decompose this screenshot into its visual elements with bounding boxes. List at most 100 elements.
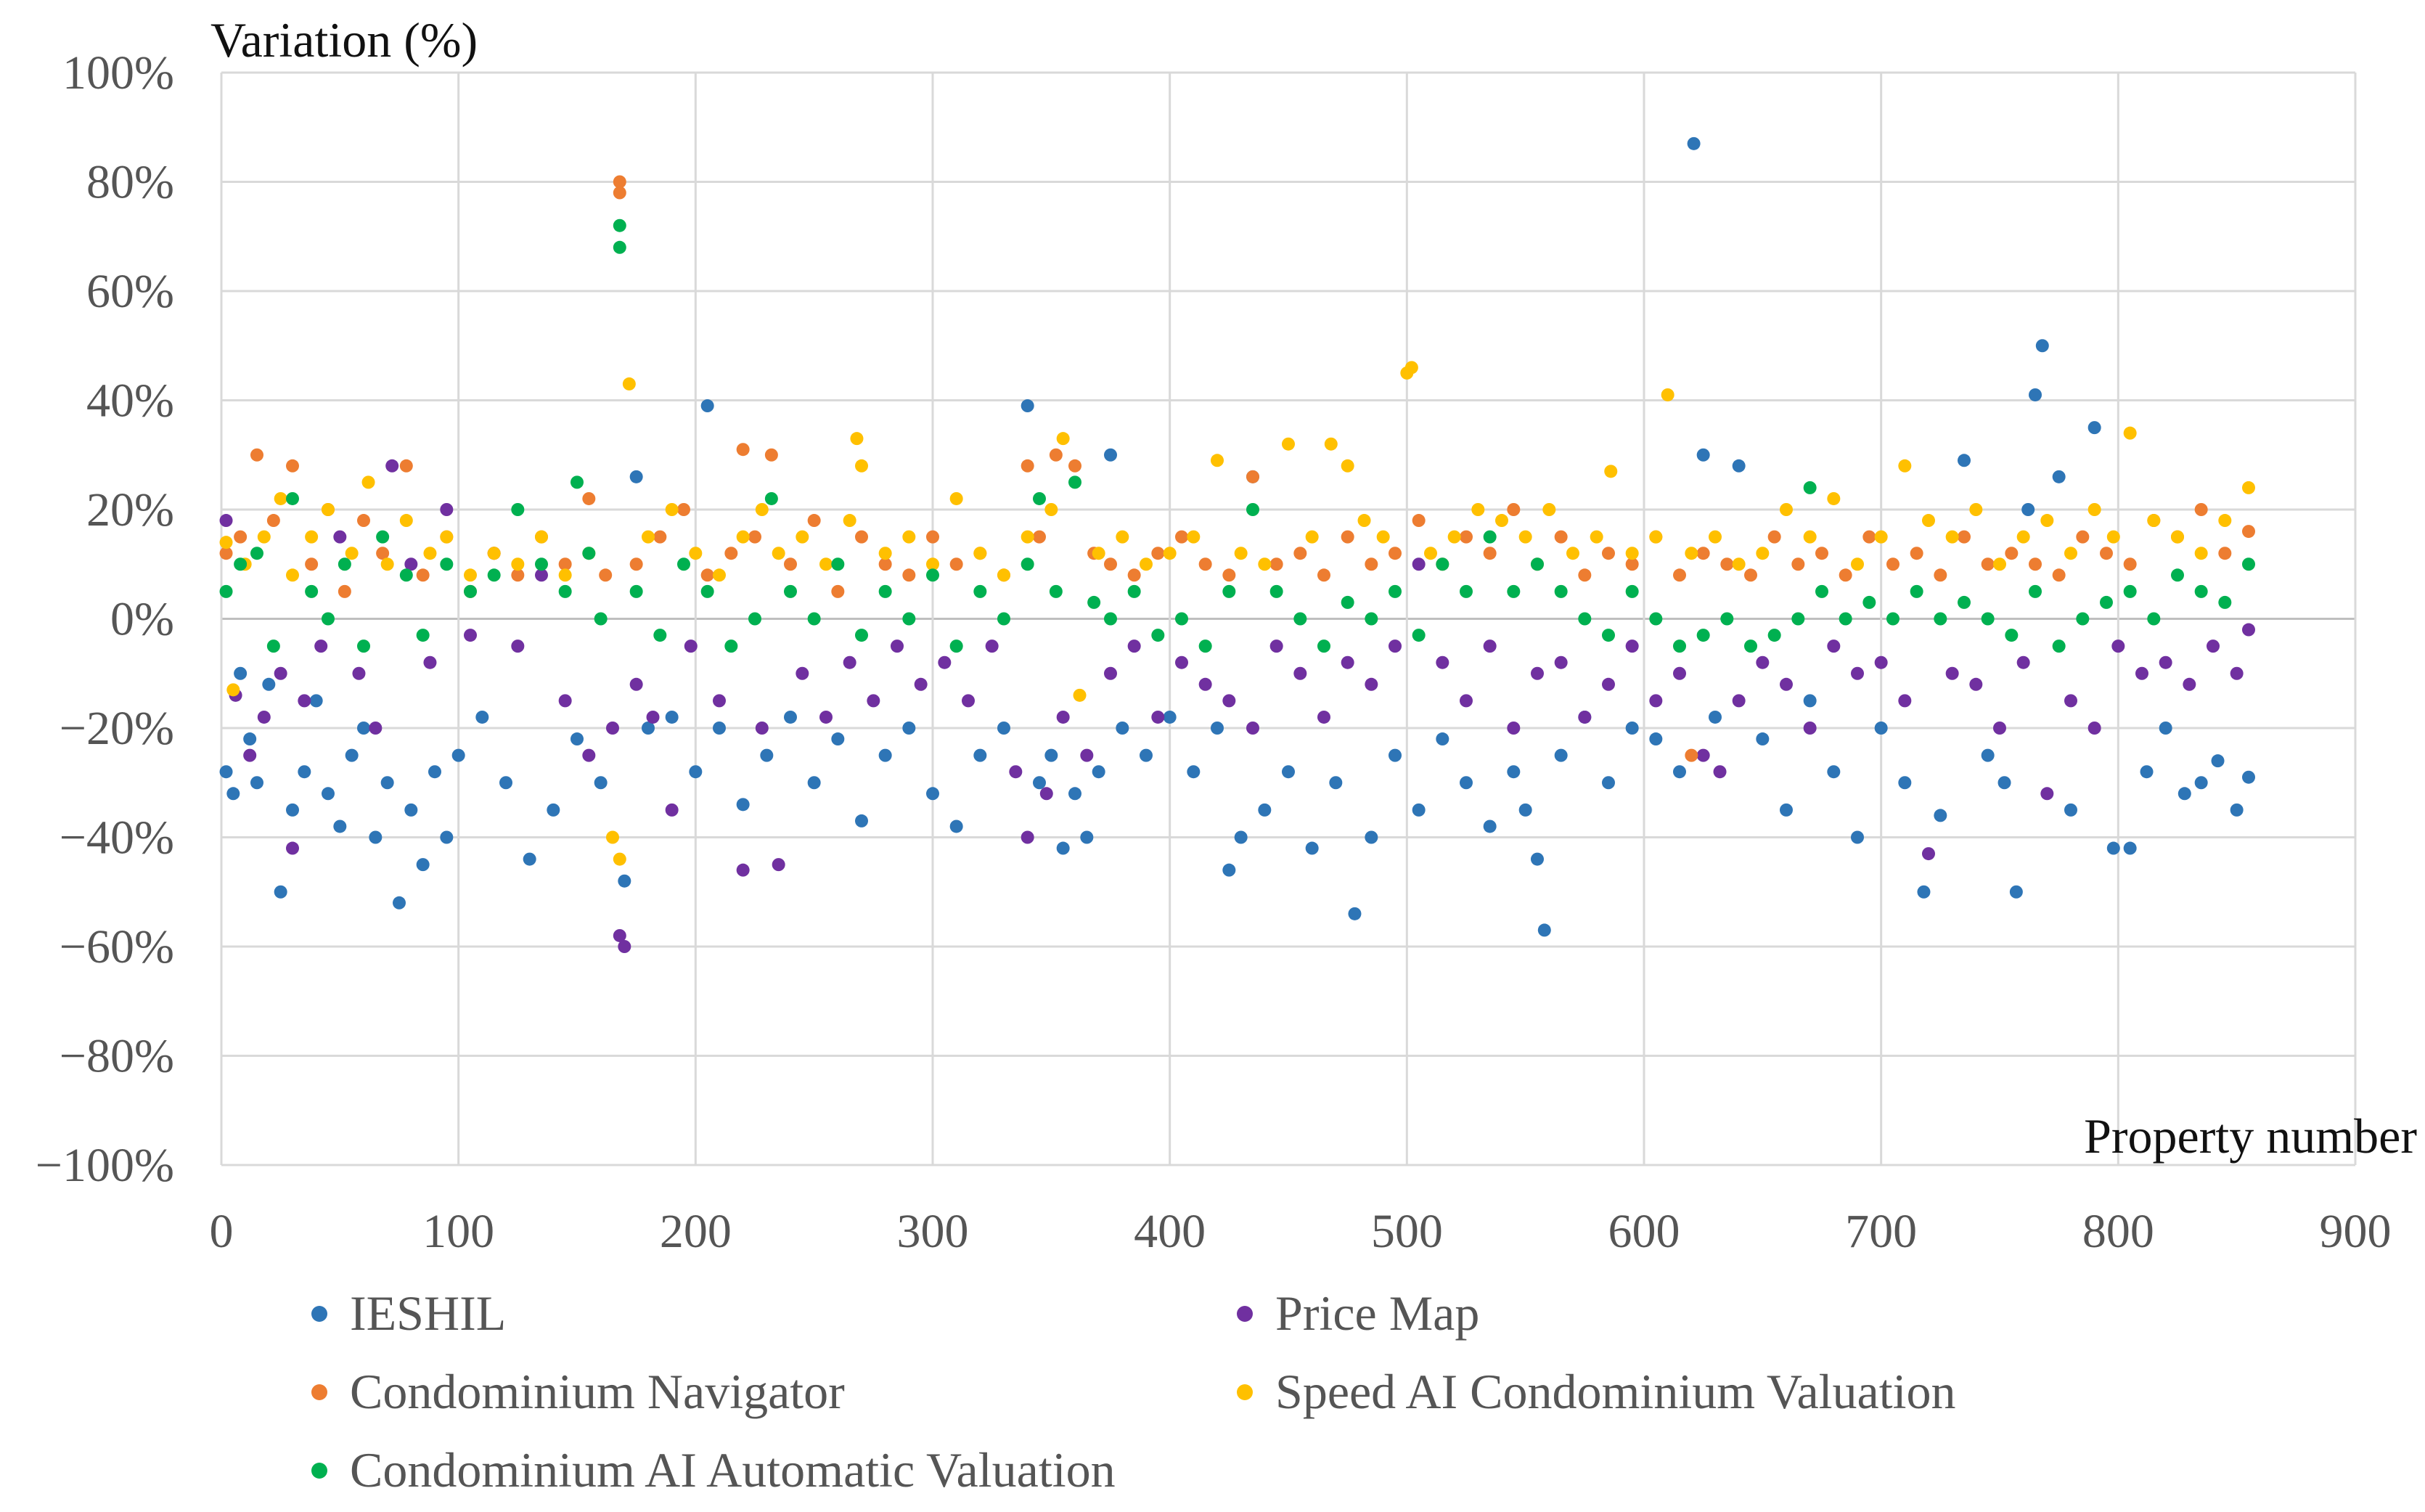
data-point	[1104, 666, 1117, 680]
data-point	[855, 814, 868, 827]
data-point	[878, 748, 892, 762]
data-point	[618, 940, 631, 953]
data-point	[309, 694, 323, 708]
data-point	[1293, 666, 1307, 680]
x-tick-label: 400	[1134, 1205, 1206, 1258]
data-point	[558, 568, 572, 582]
data-point	[1163, 547, 1177, 560]
data-point	[599, 568, 613, 582]
data-point	[376, 547, 390, 560]
data-point	[1460, 584, 1473, 598]
legend-label: IESHIL	[350, 1286, 506, 1341]
data-point	[1049, 448, 1063, 462]
data-point	[1578, 612, 1592, 626]
data-point	[1021, 399, 1034, 413]
data-point	[352, 666, 366, 680]
data-point	[243, 732, 257, 746]
data-point	[1696, 547, 1710, 560]
data-point	[689, 765, 703, 779]
data-point	[1744, 639, 1757, 653]
data-point	[713, 722, 726, 735]
y-tick-label: 100%	[62, 46, 174, 99]
data-point	[1447, 530, 1461, 544]
data-point	[1056, 432, 1070, 446]
data-point	[423, 655, 437, 669]
data-point	[1696, 448, 1710, 462]
data-point	[1604, 465, 1618, 478]
data-point	[796, 666, 809, 680]
data-point	[1317, 568, 1330, 582]
data-point	[1021, 459, 1034, 473]
x-tick-label: 500	[1371, 1205, 1443, 1258]
data-point	[440, 830, 454, 844]
data-point	[1791, 612, 1805, 626]
data-point	[1537, 923, 1551, 937]
data-point	[1305, 841, 1319, 855]
data-point	[2230, 666, 2244, 680]
data-point	[606, 722, 619, 735]
data-point	[1649, 612, 1663, 626]
data-point	[1554, 655, 1568, 669]
data-point	[1087, 595, 1101, 609]
data-point	[819, 557, 833, 571]
data-point	[1886, 557, 1899, 571]
data-point	[1175, 612, 1188, 626]
data-point	[1969, 503, 1983, 516]
data-point	[1483, 820, 1497, 833]
data-point	[361, 475, 375, 489]
data-point	[582, 547, 596, 560]
data-point	[2218, 595, 2232, 609]
data-point	[338, 584, 351, 598]
data-point	[357, 722, 370, 735]
data-point	[629, 677, 643, 691]
data-point	[314, 639, 328, 653]
data-point	[646, 710, 660, 724]
data-point	[1602, 547, 1615, 560]
data-point	[571, 732, 584, 746]
data-point	[684, 639, 698, 653]
data-point	[878, 547, 892, 560]
data-point	[1756, 732, 1770, 746]
data-point	[286, 803, 299, 817]
data-point	[274, 666, 287, 680]
data-point	[1269, 584, 1283, 598]
data-point	[1080, 830, 1094, 844]
series-1	[219, 459, 2255, 953]
data-point	[2040, 787, 2054, 801]
legend-marker	[311, 1463, 327, 1479]
data-point	[1033, 530, 1046, 544]
data-point	[475, 710, 489, 724]
data-point	[700, 568, 714, 582]
legend-item: Price Map	[1237, 1286, 1479, 1341]
data-point	[855, 459, 868, 473]
data-point	[1495, 514, 1508, 528]
data-point	[1021, 830, 1034, 844]
data-point	[949, 820, 963, 833]
y-tick-label: −40%	[60, 812, 174, 865]
data-point	[1348, 907, 1362, 920]
legend-item: Condominium AI Automatic Valuation	[311, 1442, 1116, 1497]
data-point	[535, 530, 548, 544]
data-point	[1073, 688, 1087, 702]
data-point	[1851, 666, 1864, 680]
data-point	[2159, 722, 2172, 735]
data-point	[262, 677, 276, 691]
data-point	[1713, 765, 1727, 779]
data-point	[1934, 568, 1947, 582]
data-point	[653, 530, 667, 544]
data-point	[2005, 629, 2019, 642]
data-point	[1625, 722, 1639, 735]
data-point	[926, 787, 939, 801]
data-point	[1827, 765, 1841, 779]
data-point	[1673, 666, 1686, 680]
data-point	[535, 568, 548, 582]
data-point	[2147, 514, 2161, 528]
data-point	[219, 514, 233, 528]
data-point	[1305, 530, 1319, 544]
data-point	[1412, 514, 1426, 528]
data-point	[1993, 722, 2006, 735]
data-point	[2076, 612, 2090, 626]
data-point	[1602, 677, 1615, 691]
data-point	[499, 776, 512, 790]
data-point	[1673, 765, 1686, 779]
